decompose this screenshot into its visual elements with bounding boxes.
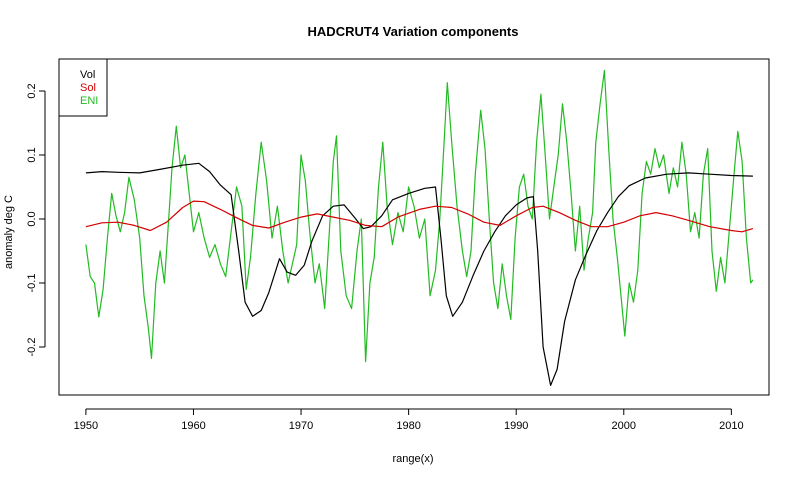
x-tick-label: 1990	[504, 420, 528, 432]
series-line-vol	[85, 162, 753, 386]
legend-entry-sol: Sol	[80, 82, 96, 94]
plot-frame	[58, 58, 770, 396]
series-line-eni	[85, 69, 754, 363]
x-tick-label: 1950	[74, 420, 98, 432]
plot-frame-group	[58, 58, 770, 396]
y-tick-label: -0.2	[26, 338, 38, 357]
x-tick-label: 1980	[396, 420, 420, 432]
chart-title: HADCRUT4 Variation components	[308, 24, 519, 39]
y-tick-label: -0.1	[26, 274, 38, 293]
legend-box	[58, 58, 108, 117]
series-line-sol	[85, 200, 754, 233]
x-axis-label: range(x)	[393, 453, 434, 465]
y-tick-label: 0.2	[26, 83, 38, 98]
y-tick-label: 0.1	[26, 147, 38, 162]
x-axis: 1950 1960 1970 1980 1990 2000 2010	[74, 408, 744, 432]
x-tick-label: 2000	[612, 420, 636, 432]
legend-entry-eni: ENI	[80, 95, 98, 107]
x-tick-label: 1970	[289, 420, 313, 432]
series-group	[85, 69, 754, 386]
y-tick-label: 0.0	[26, 211, 38, 226]
legend-entry-vol: Vol	[80, 69, 95, 81]
y-axis-label: anomaly deg C	[3, 195, 15, 269]
y-axis: -0.2 -0.1 0.0 0.1 0.2	[26, 83, 46, 357]
x-tick-label: 1960	[181, 420, 205, 432]
x-tick-label: 2010	[719, 420, 743, 432]
